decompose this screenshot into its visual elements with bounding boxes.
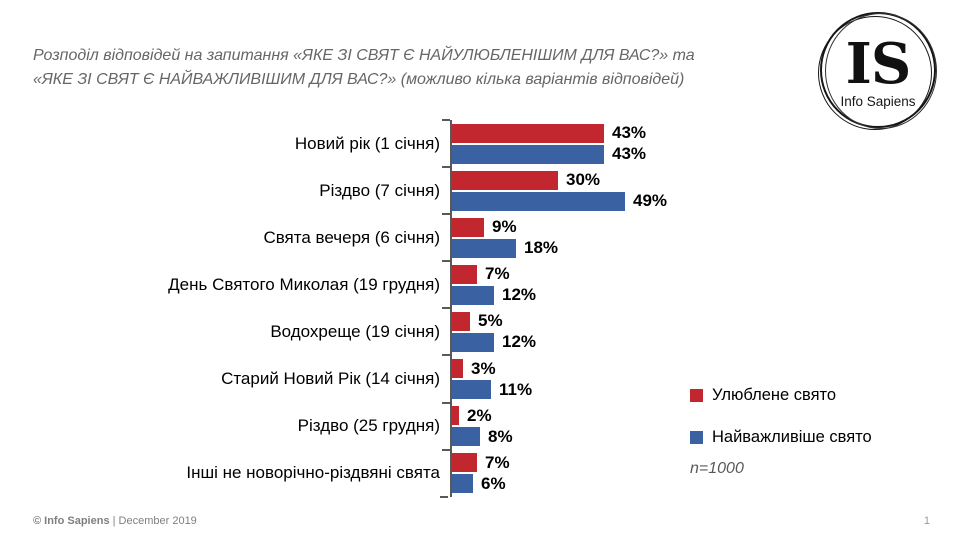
bar-important [452, 191, 625, 211]
footer-copyright: © Info Sapiens [33, 515, 110, 527]
bar-line: 12% [452, 332, 720, 352]
bar-favorite [452, 453, 477, 473]
bar-favorite [452, 170, 558, 190]
bar-line: 11% [452, 379, 720, 400]
logo-monogram: IS [845, 30, 912, 97]
bar-group: 5% 12% [442, 307, 720, 356]
chart-row: Водохреще (19 січня) 5% 12% [20, 307, 720, 356]
bar-line: 43% [452, 123, 720, 143]
bar-favorite [452, 406, 459, 426]
bar-important [452, 238, 516, 258]
legend-item-favorite: Улюблене свято [690, 386, 872, 405]
footer: © Info Sapiens | December 2019 [33, 515, 197, 527]
bar-line: 2% [452, 405, 720, 426]
bar-important [452, 474, 473, 494]
bar-line: 8% [452, 426, 720, 447]
bar-group: 9% 18% [442, 213, 720, 262]
chart-row: Різдво (25 грудня) 2% 8% [20, 401, 720, 450]
value-label: 30% [566, 170, 601, 190]
bar-important [452, 144, 604, 164]
value-label: 7% [485, 264, 510, 284]
bar-group: 3% 11% [442, 354, 720, 403]
chart-row: Різдво (7 січня) 30% 49% [20, 166, 720, 215]
value-label: 2% [467, 405, 492, 425]
value-label: 7% [485, 452, 510, 472]
chart-rows: Новий рік (1 січня) 43% 43% Різдво (7 сі… [20, 118, 720, 498]
chart-title-line1: Розподіл відповідей на запитання «ЯКЕ ЗІ… [33, 47, 695, 64]
legend-label-important: Найважливіше свято [712, 428, 872, 446]
value-label: 5% [478, 311, 503, 331]
value-label: 43% [612, 123, 647, 143]
chart-row: Новий рік (1 січня) 43% 43% [20, 118, 720, 168]
bar-line: 30% [452, 170, 720, 190]
value-label: 9% [492, 217, 517, 237]
bar-line: 49% [452, 191, 720, 211]
value-label: 8% [488, 426, 513, 446]
category-label: Старий Новий Рік (14 січня) [221, 369, 440, 389]
bar-chart: Новий рік (1 січня) 43% 43% Різдво (7 сі… [20, 118, 720, 498]
value-label: 49% [633, 191, 668, 211]
bar-line: 12% [452, 285, 720, 305]
bar-line: 7% [452, 452, 720, 473]
value-label: 3% [471, 358, 496, 378]
info-sapiens-logo: IS Info Sapiens [818, 12, 938, 130]
legend-swatch-favorite-icon [690, 389, 703, 402]
value-label: 12% [502, 332, 537, 352]
value-label: 12% [502, 285, 537, 305]
chart-title: Розподіл відповідей на запитання «ЯКЕ ЗІ… [33, 44, 813, 92]
legend-label-favorite: Улюблене свято [712, 386, 837, 404]
value-label: 43% [612, 144, 647, 164]
bar-line: 18% [452, 238, 720, 258]
sample-size-note: n=1000 [690, 460, 744, 477]
bar-line: 5% [452, 311, 720, 331]
bar-important [452, 285, 494, 305]
bar-group: 7% 12% [442, 260, 720, 309]
page-number: 1 [923, 515, 930, 527]
chart-title-line2: «ЯКЕ ЗІ СВЯТ Є НАЙВАЖЛИВІШИМ ДЛЯ ВАС?» (… [33, 71, 685, 88]
value-label: 18% [524, 238, 559, 258]
category-label: День Святого Миколая (19 грудня) [168, 274, 440, 294]
bar-important [452, 427, 480, 447]
category-label: Різдво (7 січня) [319, 180, 440, 200]
bar-line: 43% [452, 144, 720, 164]
chart-row: Інші не новорічно-різдвяні свята 7% 6% [20, 448, 720, 497]
bar-favorite [452, 359, 463, 379]
bar-favorite [452, 123, 604, 143]
category-label: Різдво (25 грудня) [297, 416, 440, 436]
legend-item-important: Найважливіше свято [690, 428, 872, 447]
legend-swatch-important-icon [690, 431, 703, 444]
bar-line: 6% [452, 473, 720, 494]
bar-line: 9% [452, 217, 720, 237]
bar-group: 43% 43% [442, 118, 720, 168]
chart-row: Старий Новий Рік (14 січня) 3% 11% [20, 354, 720, 403]
bar-important [452, 380, 491, 400]
bar-group: 7% 6% [442, 448, 720, 497]
category-label: Свята вечеря (6 січня) [263, 227, 440, 247]
bar-group: 2% 8% [442, 401, 720, 450]
logo-circle-icon: IS Info Sapiens [818, 12, 937, 130]
category-label: Водохреще (19 січня) [270, 321, 440, 341]
bar-favorite [452, 264, 477, 284]
bar-line: 3% [452, 358, 720, 379]
bar-important [452, 332, 494, 352]
value-label: 6% [481, 473, 506, 493]
chart-row: Свята вечеря (6 січня) 9% 18% [20, 213, 720, 262]
legend: Улюблене свято Найважливіше свято [690, 386, 872, 470]
logo-name: Info Sapiens [840, 93, 916, 109]
bar-favorite [452, 311, 470, 331]
chart-row: День Святого Миколая (19 грудня) 7% 12% [20, 260, 720, 309]
bar-group: 30% 49% [442, 166, 720, 215]
bar-favorite [452, 217, 484, 237]
footer-date: | December 2019 [109, 515, 197, 527]
value-label: 11% [499, 379, 533, 399]
category-label: Інші не новорічно-різдвяні свята [186, 463, 440, 483]
bar-line: 7% [452, 264, 720, 284]
category-label: Новий рік (1 січня) [294, 133, 440, 153]
